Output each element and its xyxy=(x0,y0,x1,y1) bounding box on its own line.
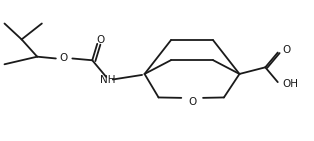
Text: O: O xyxy=(60,53,68,63)
Text: O: O xyxy=(282,45,290,55)
Text: NH: NH xyxy=(100,75,116,85)
Text: O: O xyxy=(96,35,105,45)
Text: OH: OH xyxy=(282,79,298,89)
Text: O: O xyxy=(188,97,196,107)
